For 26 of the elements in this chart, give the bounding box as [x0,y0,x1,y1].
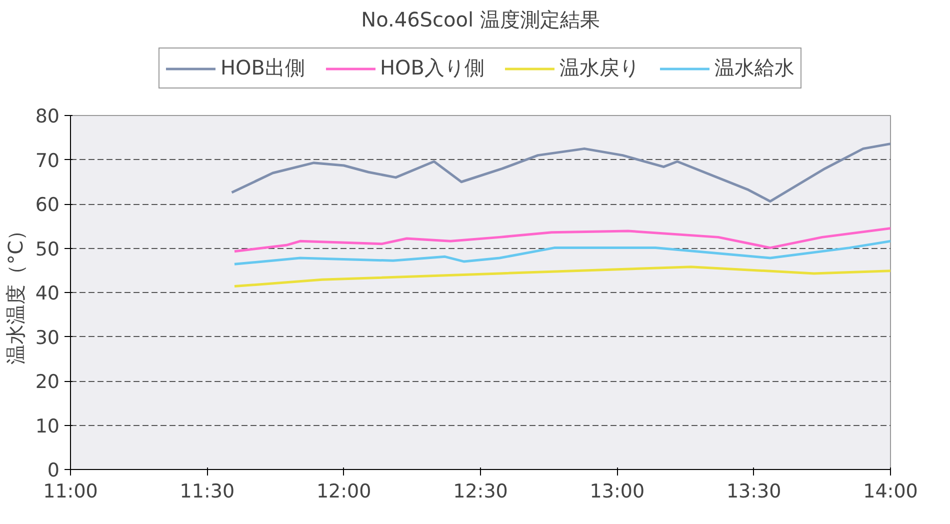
y-tick-label: 30 [35,326,60,349]
line-series [230,142,890,203]
legend-label: 温水給水 [714,54,795,82]
x-tick-label: 13:00 [590,480,645,502]
legend-label: 温水戻り [560,54,640,82]
legend-label: HOB出側 [220,54,305,82]
legend-label: HOB入り側 [380,54,485,82]
x-tick-label: 12:00 [316,480,372,502]
x-tick-label: 11:00 [43,480,98,502]
y-tick-label: 80 [35,106,60,128]
line-series [233,227,890,253]
y-tick-label: 20 [35,371,60,393]
chart-title: No.46Scool 温度測定結果 [361,8,600,32]
y-axis-title: 温水温度（°C） [3,220,28,364]
y-tick-label: 40 [35,282,60,304]
y-tick-label: 0 [47,460,60,482]
y-tick-label: 70 [35,150,60,172]
x-tick-label: 13:30 [726,480,782,502]
x-tick-label: 12:30 [453,480,508,502]
x-tick-label: 14:00 [863,480,918,502]
line-series [233,240,890,266]
y-tick-label: 10 [35,415,60,438]
x-tick-label: 11:30 [180,480,235,502]
line-series [233,266,890,288]
y-tick-label: 60 [35,194,60,216]
y-tick-label: 50 [35,238,60,260]
